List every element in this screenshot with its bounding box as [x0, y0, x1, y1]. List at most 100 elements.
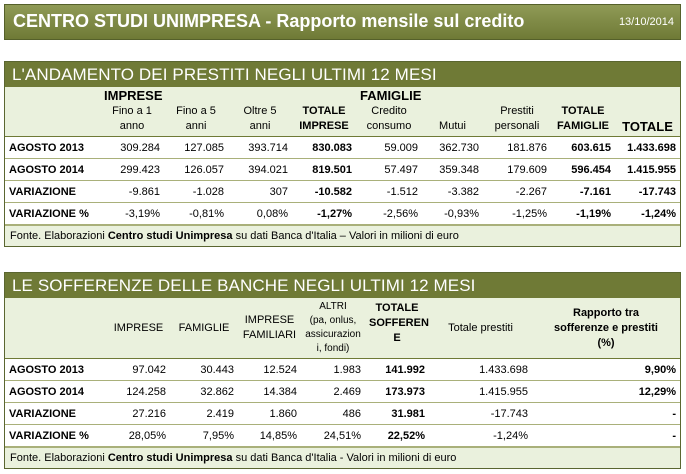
cell: 393.714	[228, 136, 292, 159]
cell: -1,25%	[483, 202, 551, 225]
cell: 307	[228, 180, 292, 203]
prestiti-source: Fonte. Elaborazioni Centro studi Unimpre…	[5, 225, 680, 246]
col-header: TOTALE FAMIGLIE	[551, 104, 616, 137]
cell: -1.028	[164, 180, 228, 203]
prestiti-group-row: IMPRESE FAMIGLIE	[5, 87, 681, 104]
cell: -3.382	[422, 180, 483, 203]
cell: 28,05%	[107, 424, 170, 447]
sofferenze-title: LE SOFFERENZE DELLE BANCHE NEGLI ULTIMI …	[5, 273, 680, 298]
col-header: Mutui	[422, 104, 483, 137]
row-label: AGOSTO 2014	[5, 158, 100, 181]
cell: -9.861	[100, 180, 164, 203]
col-header: Fino a 5 anni	[164, 104, 228, 137]
cell: 126.057	[164, 158, 228, 181]
table-row: AGOSTO 2014 124.258 32.862 14.384 2.469 …	[5, 380, 680, 403]
table-row: VARIAZIONE -9.861 -1.028 307 -10.582 -1.…	[5, 180, 681, 203]
cell: 141.992	[365, 358, 429, 381]
group-imprese: IMPRESE	[100, 87, 292, 104]
col-header: TOTALE IMPRESE	[292, 104, 356, 137]
sofferenze-panel: LE SOFFERENZE DELLE BANCHE NEGLI ULTIMI …	[4, 272, 681, 469]
cell: 9,90%	[532, 358, 680, 381]
cell: -1,27%	[292, 202, 356, 225]
table-row: VARIAZIONE % 28,05% 7,95% 14,85% 24,51% …	[5, 424, 680, 447]
cell: 603.615	[551, 136, 616, 159]
cell: 0,08%	[228, 202, 292, 225]
prestiti-panel: L'ANDAMENTO DEI PRESTITI NEGLI ULTIMI 12…	[4, 61, 681, 247]
table-row: AGOSTO 2014 299.423 126.057 394.021 819.…	[5, 158, 681, 181]
cell: 486	[301, 402, 365, 425]
cell: 819.501	[292, 158, 356, 181]
cell: -1,24%	[615, 202, 681, 225]
cell: 27.216	[107, 402, 170, 425]
cell: 7,95%	[170, 424, 238, 447]
col-header: TOTALE SOFFERENZ E	[365, 298, 429, 359]
row-label: AGOSTO 2014	[5, 380, 107, 403]
cell: 30.443	[170, 358, 238, 381]
cell: -17.743	[429, 402, 532, 425]
col-header: ALTRI (pa, onlus, assicurazion i, fondi)	[301, 298, 365, 359]
table-row: AGOSTO 2013 97.042 30.443 12.524 1.983 1…	[5, 358, 680, 381]
row-label: VARIAZIONE	[5, 180, 100, 203]
cell: -1,19%	[551, 202, 616, 225]
cell: 181.876	[483, 136, 551, 159]
cell: 2.419	[170, 402, 238, 425]
cell: 24,51%	[301, 424, 365, 447]
row-label: VARIAZIONE %	[5, 424, 107, 447]
cell: 179.609	[483, 158, 551, 181]
cell: 1.433.698	[429, 358, 532, 381]
col-header: TOTALE	[615, 104, 681, 137]
cell: 31.981	[365, 402, 429, 425]
col-header: Oltre 5 anni	[228, 104, 292, 137]
cell: -10.582	[292, 180, 356, 203]
cell: 1.415.955	[429, 380, 532, 403]
report-header: CENTRO STUDI UNIMPRESA - Rapporto mensil…	[4, 4, 681, 40]
cell: 596.454	[551, 158, 616, 181]
cell: 362.730	[422, 136, 483, 159]
prestiti-title: L'ANDAMENTO DEI PRESTITI NEGLI ULTIMI 12…	[5, 62, 680, 87]
sofferenze-source: Fonte. Elaborazioni Centro studi Unimpre…	[5, 447, 680, 468]
col-header: FAMIGLIE	[170, 298, 238, 359]
sofferenze-col-header: IMPRESE FAMIGLIE IMPRESE FAMILIARI ALTRI(…	[5, 298, 680, 359]
cell: 57.497	[356, 158, 422, 181]
report-title: CENTRO STUDI UNIMPRESA - Rapporto mensil…	[13, 11, 525, 31]
report-date: 13/10/2014	[618, 16, 674, 28]
cell: -1,24%	[429, 424, 532, 447]
col-header: IMPRESE FAMILIARI	[238, 298, 301, 359]
cell: -7.161	[551, 180, 616, 203]
cell: -17.743	[615, 180, 681, 203]
col-header: Fino a 1 anno	[100, 104, 164, 137]
table-row: VARIAZIONE 27.216 2.419 1.860 486 31.981…	[5, 402, 680, 425]
cell: 97.042	[107, 358, 170, 381]
cell: 59.009	[356, 136, 422, 159]
cell: -2,56%	[356, 202, 422, 225]
row-label: VARIAZIONE %	[5, 202, 100, 225]
cell: -0,81%	[164, 202, 228, 225]
cell: 127.085	[164, 136, 228, 159]
prestiti-table: IMPRESE FAMIGLIE Fino a 1 anno Fino a 5 an…	[5, 87, 681, 225]
cell: 1.433.698	[615, 136, 681, 159]
group-famiglie: FAMIGLIE	[356, 87, 616, 104]
cell: 173.973	[365, 380, 429, 403]
row-label: VARIAZIONE	[5, 402, 107, 425]
cell: 12.524	[238, 358, 301, 381]
cell: 14,85%	[238, 424, 301, 447]
cell: 1.983	[301, 358, 365, 381]
cell: 309.284	[100, 136, 164, 159]
cell: -2.267	[483, 180, 551, 203]
cell: 124.258	[107, 380, 170, 403]
cell: 299.423	[100, 158, 164, 181]
cell: -1.512	[356, 180, 422, 203]
cell: 32.862	[170, 380, 238, 403]
col-header: Rapporto tra sofferenze e prestiti (%)	[532, 298, 680, 359]
cell: 1.415.955	[615, 158, 681, 181]
cell: 359.348	[422, 158, 483, 181]
cell: 2.469	[301, 380, 365, 403]
cell: -	[532, 402, 680, 425]
cell: 22,52%	[365, 424, 429, 447]
row-label: AGOSTO 2013	[5, 136, 100, 159]
cell: 12,29%	[532, 380, 680, 403]
cell: 394.021	[228, 158, 292, 181]
table-row: AGOSTO 2013 309.284 127.085 393.714 830.…	[5, 136, 681, 159]
cell: -0,93%	[422, 202, 483, 225]
col-header: IMPRESE	[107, 298, 170, 359]
